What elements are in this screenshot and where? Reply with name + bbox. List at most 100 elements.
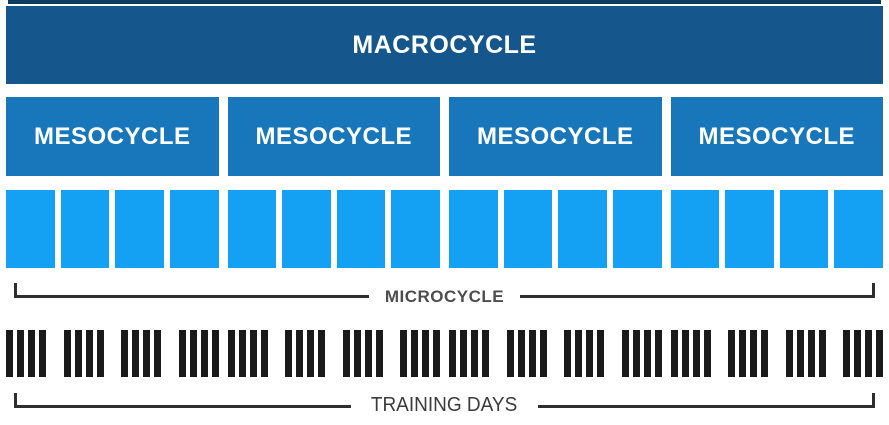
microcycle-square <box>391 190 440 268</box>
training-day-bar <box>471 330 478 377</box>
training-day-bar <box>654 330 662 377</box>
bracket-line-left <box>14 393 352 408</box>
microcycle-group <box>670 190 883 268</box>
microcycle-square <box>779 190 829 268</box>
training-day-bar <box>539 330 547 377</box>
training-day-bar <box>39 330 46 377</box>
training-day-bar <box>238 330 246 377</box>
training-day-bar <box>342 330 350 377</box>
training-day-group <box>621 330 662 377</box>
training-day-bar <box>692 330 700 377</box>
microcycle-row <box>6 190 883 268</box>
top-crop-strip <box>8 0 881 4</box>
mesocycle-label: MESOCYCLE <box>476 122 634 150</box>
mesocycle-bar: MESOCYCLE <box>670 97 883 176</box>
mesocycle-label: MESOCYCLE <box>698 122 855 150</box>
training-day-bar <box>143 330 150 377</box>
bracket-line-right <box>537 393 875 408</box>
training-day-bar <box>621 330 629 377</box>
microcycle-label: MICROCYCLE <box>384 287 505 306</box>
training-day-bar <box>200 330 208 377</box>
training-day-bar <box>433 330 440 377</box>
training-day-group <box>728 330 768 377</box>
training-day-bar <box>575 330 582 377</box>
microcycle-square <box>6 190 55 268</box>
training-day-bar <box>17 330 24 377</box>
training-day-group <box>506 330 547 377</box>
microcycle-square <box>449 190 498 268</box>
macrocycle-label: MACROCYCLE <box>352 30 537 59</box>
macrocycle-bar: MACROCYCLE <box>6 6 883 84</box>
training-day-bar <box>728 330 735 377</box>
training-day-group <box>227 330 268 377</box>
training-day-bar <box>854 330 861 377</box>
training-day-bar <box>876 330 883 377</box>
training-day-bar <box>818 330 826 377</box>
training-day-group <box>785 330 826 377</box>
training-days-label: TRAINING DAYS <box>371 394 518 416</box>
microcycle-square <box>612 190 662 268</box>
training-day-bar <box>843 330 850 377</box>
microcycle-square <box>60 190 110 268</box>
training-day-group <box>670 330 711 377</box>
training-days-section <box>449 330 662 377</box>
training-day-group <box>400 330 440 377</box>
microcycle-square <box>558 190 607 268</box>
training-day-bar <box>364 330 372 377</box>
microcycle-square <box>115 190 164 268</box>
training-day-bar <box>132 330 139 377</box>
training-day-bar <box>6 330 13 377</box>
training-day-bar <box>865 330 872 377</box>
training-day-bar <box>296 330 303 377</box>
training-days-section <box>227 330 440 377</box>
training-day-bar <box>96 330 104 377</box>
microcycle-square <box>834 190 883 268</box>
training-day-group <box>564 330 604 377</box>
microcycle-bracket: MICROCYCLE <box>14 283 875 306</box>
bracket-line-left <box>14 283 369 298</box>
microcycle-group <box>227 190 440 268</box>
training-day-bar <box>121 330 128 377</box>
training-day-bar <box>796 330 804 377</box>
training-day-bar <box>750 330 757 377</box>
training-day-group <box>178 330 219 377</box>
microcycle-square <box>503 190 553 268</box>
mesocycle-bar: MESOCYCLE <box>6 97 219 176</box>
training-day-bar <box>307 330 314 377</box>
training-day-bar <box>63 330 71 377</box>
training-day-group <box>285 330 325 377</box>
microcycle-square <box>725 190 774 268</box>
microcycle-square <box>169 190 219 268</box>
training-day-bar <box>670 330 678 377</box>
training-day-bar <box>482 330 489 377</box>
training-day-bar <box>739 330 746 377</box>
microcycle-group <box>449 190 662 268</box>
training-day-bar <box>449 330 456 377</box>
microcycle-square <box>227 190 277 268</box>
mesocycle-bar: MESOCYCLE <box>227 97 440 176</box>
training-day-bar <box>249 330 257 377</box>
training-day-bar <box>597 330 604 377</box>
training-day-bar <box>703 330 711 377</box>
training-day-bar <box>632 330 640 377</box>
training-day-bar <box>528 330 536 377</box>
microcycle-square <box>670 190 720 268</box>
training-day-bar <box>74 330 82 377</box>
microcycle-square <box>282 190 331 268</box>
training-day-bar <box>517 330 525 377</box>
training-day-group <box>843 330 883 377</box>
training-day-bar <box>353 330 361 377</box>
training-day-bar <box>643 330 651 377</box>
training-day-bar <box>85 330 93 377</box>
training-day-group <box>121 330 161 377</box>
training-day-bar <box>28 330 35 377</box>
training-day-bar <box>189 330 197 377</box>
training-day-group <box>449 330 489 377</box>
mesocycle-label: MESOCYCLE <box>33 122 191 150</box>
training-days-section <box>6 330 219 377</box>
training-day-bar <box>260 330 268 377</box>
training-day-bar <box>586 330 593 377</box>
microcycle-square <box>336 190 386 268</box>
training-day-bar <box>422 330 429 377</box>
